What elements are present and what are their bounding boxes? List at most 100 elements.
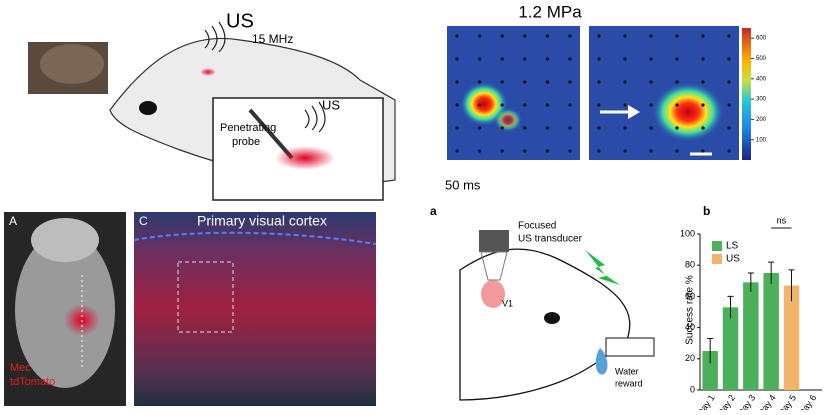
panel-a-setup: a Focused US transducer V1 Water reward <box>430 204 655 401</box>
grid-dot <box>478 103 482 107</box>
grid-dot <box>455 103 459 107</box>
error-bar <box>768 261 775 284</box>
grid-dot <box>675 149 679 153</box>
grid-dot <box>500 126 504 130</box>
grid-dot <box>545 126 550 130</box>
label: reward <box>615 378 643 388</box>
grid-dot <box>623 126 627 130</box>
grid-dot <box>478 126 482 130</box>
us-waves <box>204 21 226 53</box>
grid-dot <box>727 126 731 130</box>
light-bolt <box>585 250 620 285</box>
grid-dot <box>597 126 601 130</box>
x-tick-label: Day 6 <box>797 393 819 410</box>
cone <box>480 251 508 281</box>
brain <box>15 232 115 388</box>
water-drop <box>595 348 608 375</box>
cortex-image <box>134 212 376 406</box>
bar <box>783 285 800 390</box>
x-tick-label: Day 5 <box>776 393 798 410</box>
label: Focused <box>518 221 556 232</box>
grid-dot <box>523 80 527 84</box>
annotation: ns <box>777 215 787 225</box>
grid-dot <box>523 34 527 38</box>
grid-dot <box>675 103 679 107</box>
grid-dot <box>478 57 482 61</box>
grid-dot <box>701 34 705 38</box>
grid-dot <box>623 80 627 84</box>
grid-dot <box>500 80 504 84</box>
grid-dot <box>545 149 550 153</box>
grid-dot <box>568 80 572 84</box>
transducer <box>479 230 509 252</box>
legend-label: LS <box>726 241 739 252</box>
panel-title: Primary visual cortex <box>197 213 327 229</box>
mouse-eye <box>139 101 157 115</box>
grid-dot <box>523 149 527 153</box>
panel-letter: A <box>9 214 17 228</box>
frequency: 15 MHz <box>252 32 293 46</box>
grid-dot <box>455 126 459 130</box>
error-bar <box>788 269 795 302</box>
colorbar-tick-label: 300 <box>756 97 767 103</box>
grid-dot <box>623 103 627 107</box>
grid-dot <box>500 57 504 61</box>
grid-dot <box>701 103 705 107</box>
x-tick-label: Day 3 <box>736 393 758 410</box>
reward-tube <box>605 337 655 357</box>
grid-dot <box>649 34 653 38</box>
grid-dot <box>675 57 679 61</box>
mouse-illustration: US 15 MHz US Penetrating probe <box>28 10 396 201</box>
probe-label: Penetrating <box>220 122 276 134</box>
grid-dot <box>455 149 459 153</box>
heatmaps: 1.2 MPa 50 ms 600 500 400 300 200 100 <box>445 2 767 192</box>
inset-us-label: US <box>322 97 340 112</box>
bar <box>722 307 739 390</box>
x-tick-label: Day 2 <box>715 393 737 410</box>
panel-c-cortex: C Primary visual cortex <box>133 212 377 406</box>
colorbar-tick-label: 400 <box>756 76 767 82</box>
grid-dot <box>649 149 653 153</box>
grid-dot <box>545 34 550 38</box>
grid-dot <box>568 103 572 107</box>
grid-dot <box>727 103 731 107</box>
grid-dot <box>500 34 504 38</box>
grid-dot <box>727 57 731 61</box>
grid-dot <box>675 34 679 38</box>
hotspot <box>652 82 724 142</box>
grid-dot <box>568 149 572 153</box>
colorbar-tick-label: 100 <box>756 137 767 143</box>
label: Mec <box>10 362 31 374</box>
surface <box>133 231 377 245</box>
colorbar-tick-label: 600 <box>756 36 767 42</box>
label: V1 <box>502 298 513 308</box>
y-tick-label: 20 <box>685 353 695 363</box>
grid-dot <box>701 126 705 130</box>
grid-dot <box>455 57 459 61</box>
label: US transducer <box>518 234 583 245</box>
x-tick-label: Day 4 <box>756 393 778 410</box>
grid-dot <box>623 149 627 153</box>
bar <box>763 273 779 390</box>
us-label: US <box>226 10 254 32</box>
legend-label: US <box>726 254 740 265</box>
grid-dot <box>623 57 627 61</box>
y-axis-label: Success rate % <box>685 275 696 345</box>
hotspot <box>494 108 522 132</box>
grid-dot <box>675 126 679 130</box>
arrow-head <box>628 105 640 119</box>
grid-dot <box>545 103 550 107</box>
grid-dot <box>545 80 550 84</box>
grid-dot <box>597 149 601 153</box>
error-bar <box>707 338 714 364</box>
grid-dot <box>568 57 572 61</box>
y-tick-label: 60 <box>685 291 695 301</box>
grid-dot <box>568 34 572 38</box>
grid-dot <box>727 149 731 153</box>
inset-spot <box>275 146 335 170</box>
y-tick-label: 40 <box>685 322 695 332</box>
legend-swatch <box>712 254 722 264</box>
grid-dot <box>701 57 705 61</box>
